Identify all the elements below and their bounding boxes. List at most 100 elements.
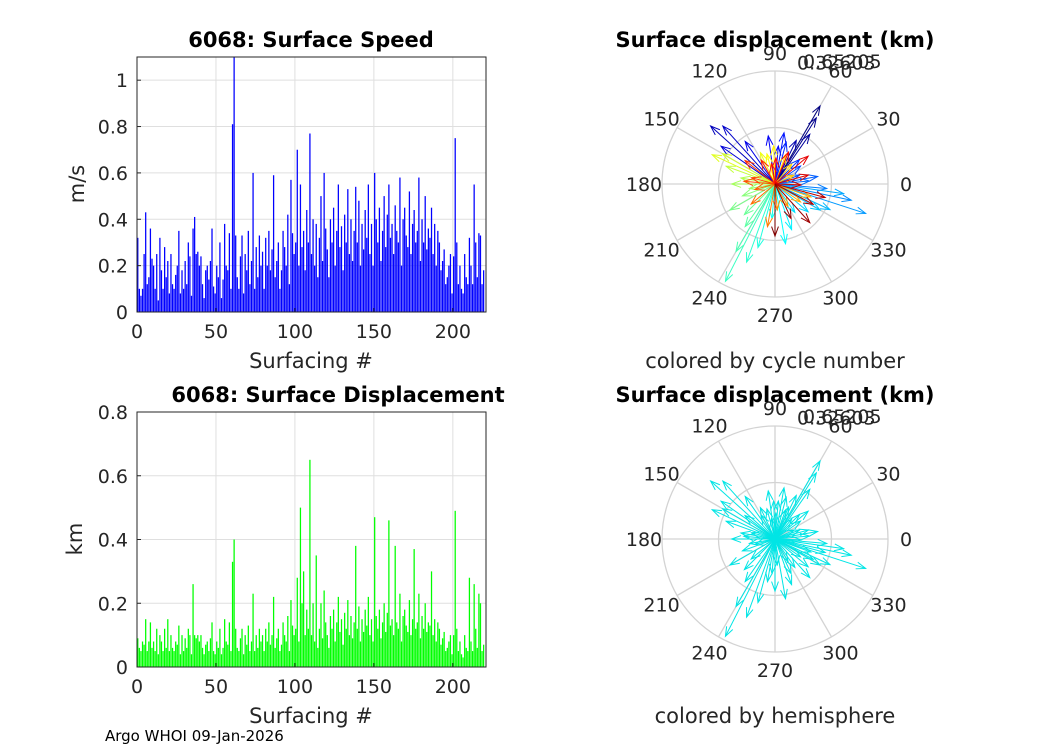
p2-bar — [422, 628, 425, 667]
p2-bar — [250, 641, 253, 667]
p2-bar — [437, 622, 439, 667]
p2-bar — [302, 571, 305, 667]
p1-bar — [219, 242, 221, 312]
p1-bar — [394, 205, 396, 312]
p2-bar — [189, 635, 191, 667]
p1-bar — [301, 247, 303, 312]
p2-bar — [217, 647, 219, 667]
p4-angle-label: 90 — [763, 398, 787, 420]
p1-bar — [141, 288, 144, 312]
p2-bar — [432, 635, 434, 667]
p1-bar — [369, 254, 371, 312]
p1-bar — [184, 261, 186, 312]
p1-bar — [429, 237, 431, 312]
p1-bar — [268, 230, 270, 312]
p1-bar — [271, 249, 273, 312]
p4-angle-label: 210 — [643, 595, 679, 617]
p1-bar — [317, 277, 319, 312]
p1-bar — [350, 219, 352, 312]
p2-bar — [460, 654, 463, 667]
p1-bar — [280, 270, 283, 312]
p2-bar — [214, 654, 216, 667]
p1-bar — [205, 270, 207, 312]
p4-spoke — [774, 481, 874, 540]
p1-bar — [411, 223, 414, 312]
p1-bar — [254, 288, 256, 312]
p1-bar — [157, 300, 159, 312]
p1-bar — [159, 237, 161, 312]
p2-bar — [205, 644, 207, 667]
p4-arrow — [774, 488, 811, 540]
p1-bar — [470, 265, 472, 312]
p1-bar — [336, 230, 338, 312]
p2-bar — [171, 647, 174, 667]
p2-bar — [260, 641, 262, 667]
p1-bar — [345, 242, 347, 312]
p1-bar — [235, 235, 237, 312]
p3-arrow — [730, 180, 775, 188]
p3-angle-label: 330 — [870, 240, 906, 262]
p1-bar — [323, 172, 325, 312]
p1-bar — [217, 277, 219, 312]
p2-bar — [430, 571, 433, 667]
p4-arrow — [774, 535, 803, 544]
p1-bar — [189, 256, 191, 312]
p2-bar — [287, 616, 289, 667]
p3-arrow — [774, 183, 793, 231]
p2-bar — [375, 616, 377, 667]
p4-arrow — [750, 531, 776, 540]
p2-bar — [190, 654, 193, 667]
p4-angle-label: 240 — [691, 642, 727, 664]
p1-bar — [457, 284, 459, 312]
p2-bar — [438, 628, 441, 667]
p2-bar — [288, 651, 291, 667]
p2-bar — [187, 628, 189, 667]
footer-credit: Argo WHOI 09-Jan-2026 — [105, 727, 284, 745]
p3-arrow — [774, 131, 787, 185]
p2-bar — [381, 622, 384, 667]
p1-bar — [250, 261, 253, 312]
p1-bar — [385, 247, 387, 312]
p2-bar — [328, 647, 330, 667]
p2-bar — [310, 635, 313, 667]
p1-bar — [274, 277, 276, 312]
compass-cycle-title: Surface displacement (km) — [615, 28, 934, 52]
p2-bar — [358, 606, 360, 667]
p1-bar — [277, 242, 279, 312]
p2-bar — [459, 641, 461, 667]
p1-x-tick-label: 0 — [131, 321, 143, 343]
p1-bar — [151, 258, 153, 312]
p2-bar — [405, 625, 407, 667]
p3-angle-label: 270 — [757, 305, 793, 327]
p3-arrow — [774, 104, 821, 185]
p2-bar — [175, 641, 177, 667]
p1-bar — [302, 230, 305, 312]
p2-bar — [440, 644, 442, 667]
p1-bar — [247, 230, 249, 312]
p1-bar — [342, 270, 344, 312]
p2-bar — [449, 635, 452, 667]
p2-bar — [276, 638, 278, 667]
p2-bar — [228, 622, 231, 667]
p4-arrow — [774, 538, 853, 558]
p3-arrow — [771, 184, 779, 238]
p1-bar — [170, 254, 172, 312]
p3-arrow — [721, 152, 776, 185]
p2-bar — [479, 603, 482, 667]
p2-bar — [170, 635, 172, 667]
p1-bar — [451, 293, 453, 312]
p3-angle-label: 180 — [626, 174, 662, 196]
p1-bar — [138, 288, 141, 312]
p1-bar — [198, 265, 201, 312]
p1-bar — [236, 277, 238, 312]
p2-bar — [336, 622, 338, 667]
p3-arrow — [774, 183, 853, 203]
p2-bar — [184, 638, 186, 667]
p1-bar — [452, 256, 455, 312]
p1-bar — [479, 235, 482, 312]
p2-bar — [408, 600, 411, 667]
p1-bar — [465, 277, 467, 312]
p2-bar — [154, 651, 156, 667]
p1-bar — [206, 265, 208, 312]
